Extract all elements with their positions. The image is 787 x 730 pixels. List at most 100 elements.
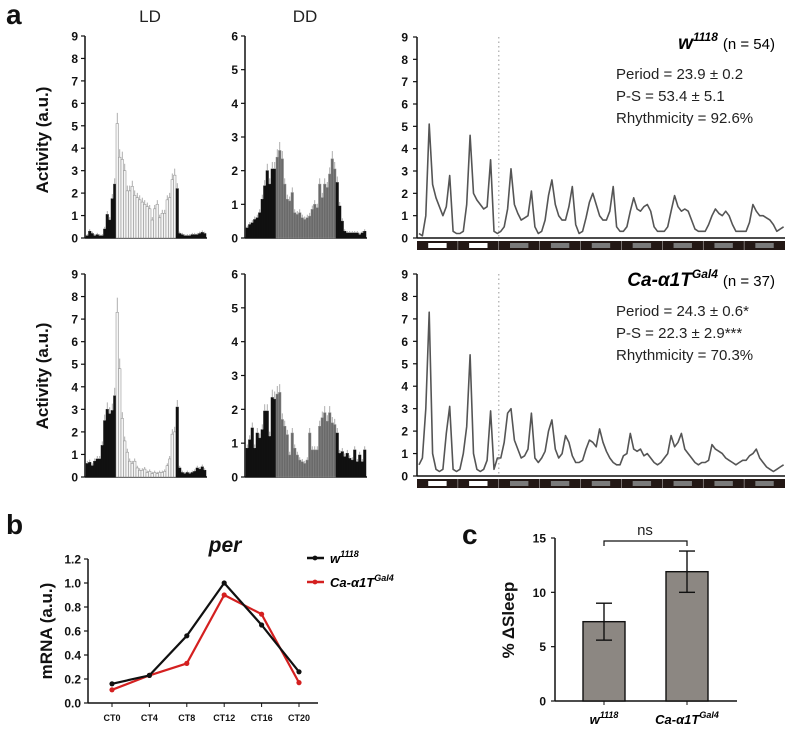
activity-bar [263,185,267,239]
activity-bar [278,150,282,239]
activity-bar [303,219,307,239]
data-point [259,622,265,628]
activity-bar [273,398,277,478]
y-tick-label: 0 [401,470,408,484]
activity-bar [183,473,187,478]
subjective-day-marker [632,481,652,486]
x-tick-label: CT4 [141,713,158,723]
activity-bar [85,235,89,239]
activity-bar [290,432,294,478]
activity-bar [120,418,124,478]
activity-bar [88,462,92,478]
activity-bar [330,422,334,478]
activity-bar [150,473,154,478]
activity-bar [348,232,352,239]
activity-bar [178,467,182,478]
activity-bar [248,439,252,478]
y-tick-label: 5 [231,63,238,77]
activity-bar [158,472,162,478]
subjective-day-marker [550,243,570,248]
y-axis [413,273,418,477]
activity-bar [173,431,177,478]
y-tick-label: 5 [71,358,78,372]
ld-title: LD [139,7,161,26]
data-point [146,672,152,679]
activity-bar [363,449,367,478]
activity-bar [160,472,164,478]
y-tick-label: 1 [401,209,408,223]
activity-bar [115,312,119,478]
y-axis [81,273,86,478]
panel-label-c: c [462,519,478,550]
y-tick-label: 3 [231,131,238,145]
legend-name: Ca-α1T [330,575,375,590]
y-tick-label: 9 [71,30,78,44]
activity-bar [113,395,117,478]
activity-bar [110,410,114,478]
subjective-day-marker [673,481,692,486]
genotype-title: Ca-α1TGal4 (n = 37) [627,267,775,291]
data-point [184,633,190,639]
y-axis-label: Activity (a.u.) [33,87,52,194]
category-superscript: Gal4 [699,710,719,720]
y-tick-label: 0 [71,471,78,485]
stat-line: P-S = 22.3 ± 2.9*** [616,325,742,342]
activity-bar [140,469,144,478]
activity-bar [198,233,202,239]
activity-bar [248,224,252,239]
activity-bar [103,420,107,478]
y-tick-label: 0.8 [64,601,81,615]
data-point [184,660,190,667]
activity-bar [113,183,117,239]
activity-bar [125,190,129,239]
activity-bar [258,437,262,478]
activity-bar [338,453,342,478]
data-point [259,611,265,617]
activity-bar [283,426,287,478]
activity-bar [263,410,267,478]
activity-bar [255,217,259,239]
legend-label: Ca-α1TGal4 [330,573,394,590]
data-point [109,681,115,687]
y-tick-label: 0 [231,471,238,485]
activity-bar [168,197,172,239]
activity-bar [123,170,127,239]
bar [665,570,709,702]
activity-bar [180,234,184,239]
activity-bar [170,433,174,478]
x-tick-label: CT8 [178,713,195,723]
activity-bar [283,183,287,239]
activity-bar [93,460,97,478]
activity-bar [358,454,362,478]
y-tick-label: 1 [401,447,408,461]
y-tick-label: 6 [231,30,238,44]
activity-bar [340,451,344,478]
activity-bar [293,212,297,239]
y-tick-label: 3 [401,402,408,416]
activity-bar [145,472,149,478]
activity-bar [130,186,134,239]
legend-label: w1118 [330,549,359,566]
y-tick-label: 0 [539,695,546,709]
y-tick-label: 1 [71,209,78,223]
category-superscript: 1118 [600,710,619,720]
activity-bar [328,412,332,478]
activity-bar [358,234,362,239]
y-tick-label: 15 [533,532,547,546]
activity-bar [258,212,262,239]
activity-bar [195,234,199,239]
activity-bar [145,206,149,239]
activity-bar [118,368,122,478]
activity-bar [190,234,194,239]
y-tick-label: 1 [231,437,238,451]
activity-bar [318,426,322,478]
activity-bar [260,199,264,239]
activity-bar [173,174,177,239]
activity-bar [158,217,162,239]
activity-bar [180,472,184,478]
y-axis [81,35,86,239]
activity-bar [345,453,349,478]
y-tick-label: 3 [231,369,238,383]
y-tick-label: 8 [71,52,78,66]
y-tick-label: 8 [401,290,408,304]
